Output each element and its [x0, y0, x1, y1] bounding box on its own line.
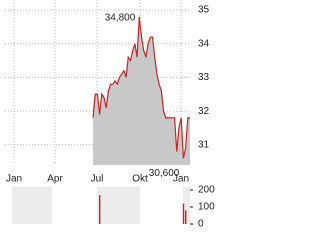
y-tick-label: 100	[198, 202, 215, 213]
volume-bar	[182, 203, 185, 224]
annotation: 34,800	[105, 12, 136, 23]
price-area	[93, 16, 190, 166]
y-tick-label: 33	[198, 72, 210, 83]
volume-band	[183, 186, 190, 224]
y-tick-label: 32	[198, 106, 210, 117]
volume-bar	[99, 195, 101, 224]
y-tick-label: 34	[198, 38, 210, 49]
annotation: 30,600	[149, 168, 180, 179]
volume-band	[97, 186, 140, 224]
volume-band	[12, 186, 52, 224]
price-line	[92, 16, 190, 159]
y-tick-label: 0	[198, 219, 204, 230]
y-tick-label: 35	[198, 5, 210, 16]
volume-bar	[184, 210, 187, 224]
y-tick-label: 31	[198, 139, 210, 150]
x-tick-label: Okt	[132, 174, 148, 185]
x-tick-label: Jan	[6, 174, 22, 185]
chart: 31 32 33 34 35 Jan Apr Jul Okt Jan 34,800 30,600 0 10…	[5, 0, 215, 230]
page: {"chart_data": {"type": "area", "months"…	[5, 0, 216, 230]
x-tick-label: Apr	[47, 174, 63, 185]
y-tick-label: 200	[198, 185, 215, 196]
x-tick-label: Jan	[173, 174, 189, 185]
x-tick-label: Jul	[91, 174, 104, 185]
